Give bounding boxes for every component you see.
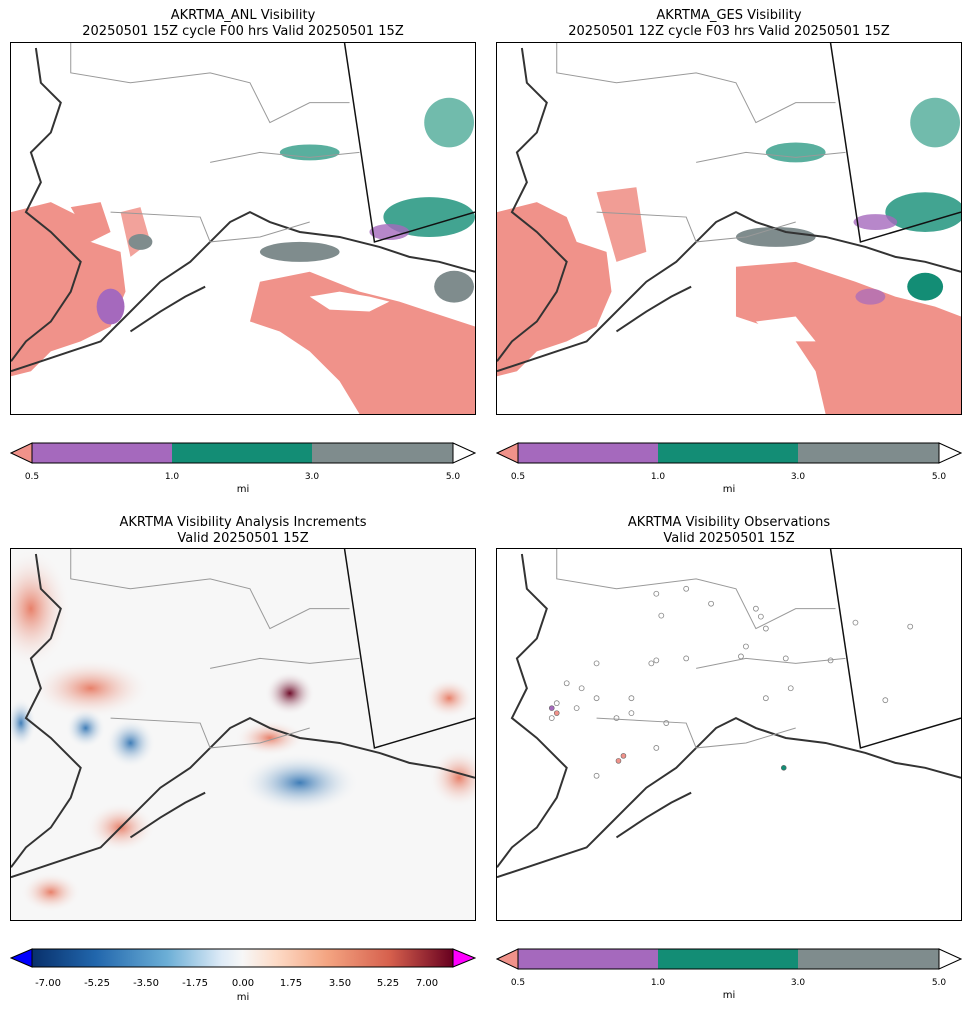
ges-cbar-tick-3: 5.0: [931, 472, 947, 482]
ges-coastline: [497, 47, 961, 373]
obs-title-line2: Valid 20250501 15Z: [663, 531, 795, 546]
ges-map-canvas: [497, 43, 961, 414]
ges-colorbar: 0.5 1.0 3.0 5.0 mi: [496, 442, 962, 497]
anl-colorbar-under: [10, 442, 33, 464]
anl-colorbar-over: [452, 442, 476, 464]
ges-title-line1: AKRTMA_GES Visibility: [656, 8, 802, 23]
anl-colorbar-bin1: [32, 443, 172, 463]
obs-cbar-tick-0: 0.5: [510, 978, 526, 988]
anl-cbar-unit: mi: [236, 484, 250, 495]
ges-cbar-tick-1: 1.0: [650, 472, 666, 482]
obs-cbar-tick-1: 1.0: [650, 978, 666, 988]
obs-title: AKRTMA Visibility Observations Valid 202…: [496, 515, 962, 547]
inc-cbar-tick-2: -3.50: [133, 978, 159, 989]
inc-map-canvas: [11, 549, 475, 913]
inc-colorbar-gradient: [31, 948, 454, 968]
inc-colorbar-under: [10, 948, 33, 968]
inc-cbar-tick-1: -5.25: [84, 978, 110, 989]
obs-colorbar-bin1: [518, 949, 658, 969]
anl-cbar-tick-3: 5.0: [445, 472, 461, 482]
inc-cbar-tick-3: -1.75: [182, 978, 208, 989]
obs-colorbar-bin2: [658, 949, 798, 969]
inc-colorbar-over: [452, 948, 476, 968]
inc-field: [11, 549, 475, 913]
ges-fog-field: [497, 97, 961, 414]
ges-cbar-tick-2: 3.0: [790, 472, 806, 482]
obs-colorbar: 0.5 1.0 3.0 5.0 mi: [496, 948, 962, 1003]
obs-colorbar-over: [938, 948, 962, 970]
obs-stations: [548, 585, 914, 779]
ges-cbar-tick-0: 0.5: [510, 472, 526, 482]
inc-cbar-tick-0: -7.00: [35, 978, 61, 989]
anl-fog-field: [11, 97, 475, 414]
obs-map-canvas: [497, 549, 961, 879]
inc-canada-border: [343, 549, 475, 749]
obs-colorbar-graphic: [496, 948, 962, 970]
anl-canada-border: [343, 43, 475, 243]
obs-cbar-unit: mi: [722, 990, 736, 1001]
anl-coastline: [11, 47, 475, 373]
inc-title-line1: AKRTMA Visibility Analysis Increments: [119, 515, 367, 530]
anl-cbar-tick-1: 1.0: [164, 472, 180, 482]
inc-colorbar: -7.00 -5.25 -3.50 -1.75 0.00 1.75 3.50 5…: [10, 948, 476, 1006]
anl-colorbar-bin3: [312, 443, 453, 463]
anl-cbar-tick-0: 0.5: [24, 472, 40, 482]
inc-cbar-unit: mi: [236, 992, 250, 1003]
inc-cbar-tick-8: 7.00: [415, 978, 439, 989]
inc-title: AKRTMA Visibility Analysis Increments Va…: [10, 515, 476, 547]
anl-colorbar: 0.5 1.0 3.0 5.0 mi: [10, 442, 476, 497]
anl-colorbar-graphic: [10, 442, 476, 464]
anl-map-canvas: [11, 43, 475, 414]
obs-colorbar-under: [496, 948, 519, 970]
ges-title-line2: 20250501 12Z cycle F03 hrs Valid 2025050…: [568, 24, 890, 39]
anl-borders: [70, 43, 360, 243]
inc-cbar-tick-5: 1.75: [279, 978, 303, 989]
obs-borders: [556, 549, 846, 749]
obs-colorbar-bin3: [798, 949, 939, 969]
obs-canada-border: [829, 549, 961, 749]
anl-title-line1: AKRTMA_ANL Visibility: [170, 8, 316, 23]
anl-colorbar-bin2: [172, 443, 312, 463]
ges-colorbar-bin2: [658, 443, 798, 463]
ges-colorbar-bin1: [518, 443, 658, 463]
inc-colorbar-graphic: [10, 948, 476, 968]
inc-map[interactable]: [10, 548, 476, 921]
obs-cbar-tick-3: 5.0: [931, 978, 947, 988]
ges-cbar-unit: mi: [722, 484, 736, 495]
obs-stations-low: [548, 705, 787, 771]
ges-colorbar-over: [938, 442, 962, 464]
ges-map[interactable]: [496, 42, 962, 415]
inc-cbar-tick-4: 0.00: [231, 978, 255, 989]
ges-title: AKRTMA_GES Visibility 20250501 12Z cycle…: [496, 8, 962, 40]
inc-cbar-tick-6: 3.50: [328, 978, 352, 989]
inc-coastline: [11, 553, 475, 879]
obs-map[interactable]: [496, 548, 962, 921]
anl-cbar-tick-2: 3.0: [304, 472, 320, 482]
ges-colorbar-under: [496, 442, 519, 464]
ges-colorbar-bin3: [798, 443, 939, 463]
anl-map[interactable]: [10, 42, 476, 415]
inc-borders: [70, 549, 360, 749]
obs-coastline: [497, 553, 961, 879]
obs-cbar-tick-2: 3.0: [790, 978, 806, 988]
ges-borders: [556, 43, 846, 243]
ges-colorbar-graphic: [496, 442, 962, 464]
inc-title-line2: Valid 20250501 15Z: [177, 531, 309, 546]
inc-cbar-tick-7: 5.25: [376, 978, 400, 989]
anl-title: AKRTMA_ANL Visibility 20250501 15Z cycle…: [10, 8, 476, 40]
obs-title-line1: AKRTMA Visibility Observations: [627, 515, 831, 530]
ges-canada-border: [829, 43, 961, 243]
anl-title-line2: 20250501 15Z cycle F00 hrs Valid 2025050…: [82, 24, 404, 39]
